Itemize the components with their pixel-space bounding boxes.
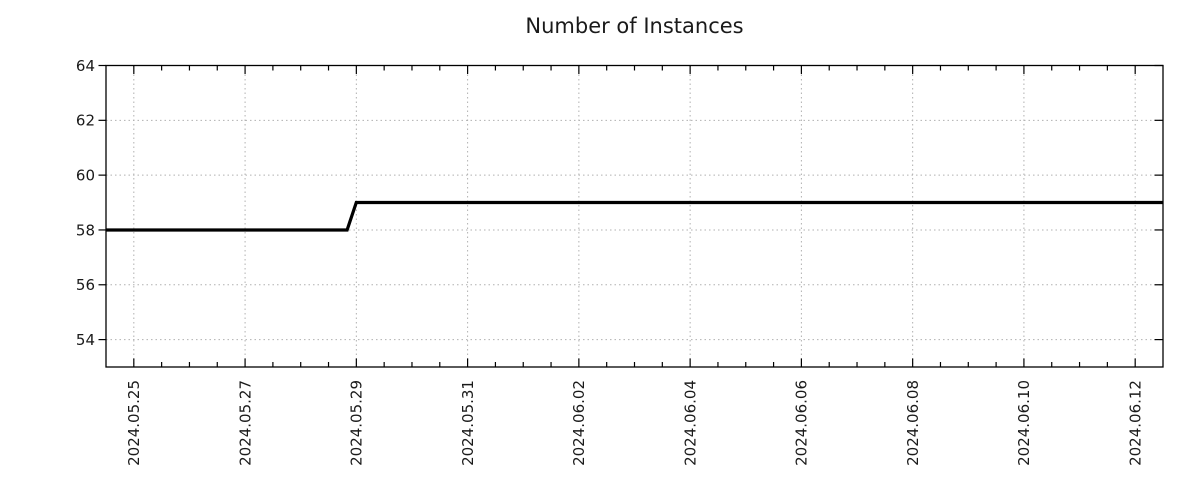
axis-ticks (98, 64, 1163, 367)
x-tick-label: 2024.06.08 (904, 380, 922, 466)
x-tick-label: 2024.06.12 (1126, 380, 1144, 466)
gridlines (106, 65, 1163, 367)
y-tick-label: 64 (76, 57, 95, 75)
x-tick-label: 2024.05.29 (348, 380, 366, 466)
y-tick-label: 60 (76, 166, 95, 184)
y-tick-label: 58 (76, 221, 95, 239)
x-tick-label: 2024.06.02 (570, 380, 588, 466)
chart-title: Number of Instances (525, 14, 744, 38)
x-tick-labels: 2024.05.25 2024.05.27 2024.05.29 2024.05.31… (125, 380, 1144, 466)
y-tick-label: 56 (76, 276, 95, 294)
plot-border (105, 64, 1164, 368)
x-tick-label: 2024.05.31 (459, 380, 477, 466)
x-tick-label: 2024.05.25 (125, 380, 143, 466)
x-tick-label: 2024.06.06 (793, 380, 811, 466)
y-tick-labels: 54 56 58 60 62 64 (76, 57, 95, 349)
x-tick-label: 2024.05.27 (236, 380, 254, 466)
x-tick-label: 2024.06.04 (681, 380, 699, 466)
x-tick-label: 2024.06.10 (1015, 380, 1033, 466)
series-line (106, 200, 1163, 232)
y-tick-label: 62 (76, 112, 95, 130)
y-tick-label: 54 (76, 331, 95, 349)
